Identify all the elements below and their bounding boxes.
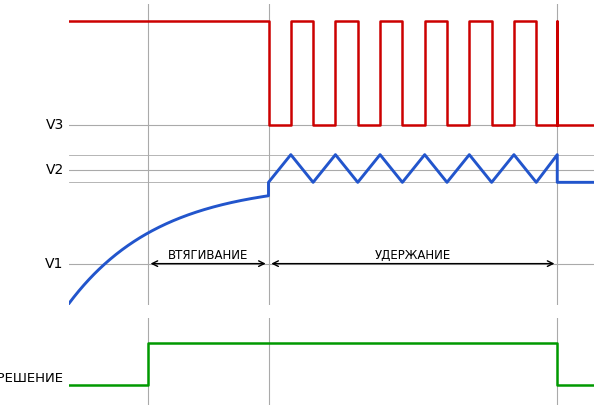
- Text: V2: V2: [46, 163, 64, 177]
- Text: V1: V1: [46, 257, 64, 270]
- Text: V3: V3: [46, 118, 64, 132]
- Text: УДЕРЖАНИЕ: УДЕРЖАНИЕ: [375, 249, 451, 262]
- Text: ВТЯГИВАНИЕ: ВТЯГИВАНИЕ: [168, 249, 248, 262]
- Text: РАЗРЕШЕНИЕ: РАЗРЕШЕНИЕ: [0, 372, 64, 385]
